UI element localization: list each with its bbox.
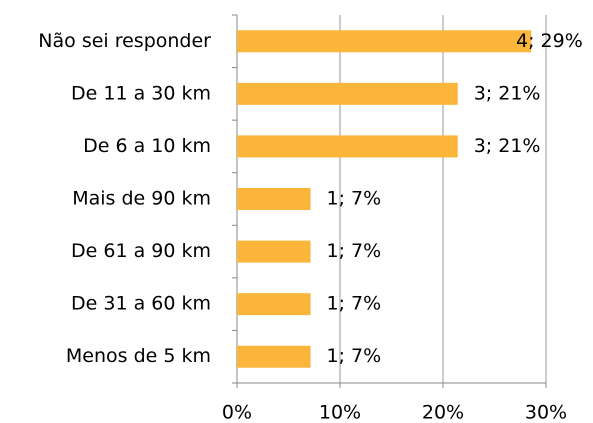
x-tick-label: 0% (222, 402, 252, 423)
data-label: 3; 21% (474, 82, 541, 104)
y-tick-label: De 11 a 30 km (71, 82, 211, 104)
data-label: 1; 7% (327, 188, 382, 210)
x-tick-label: 20% (422, 402, 464, 423)
x-tick-label: 10% (319, 402, 361, 423)
bar (237, 82, 458, 105)
y-tick-label: De 31 a 60 km (71, 293, 211, 315)
data-label: 1; 7% (327, 240, 382, 262)
data-label: 1; 7% (327, 293, 382, 315)
y-tick-label: De 61 a 90 km (71, 240, 211, 262)
bar (237, 30, 532, 53)
bar (237, 135, 458, 158)
bar (237, 293, 311, 316)
x-tick-label: 30% (525, 402, 567, 423)
data-label: 1; 7% (327, 345, 382, 367)
y-tick-label: Menos de 5 km (66, 345, 211, 367)
bar (237, 240, 311, 263)
y-tick-label: De 6 a 10 km (83, 135, 211, 157)
bar (237, 345, 311, 368)
data-label: 3; 21% (474, 135, 541, 157)
data-label: 4; 29% (516, 30, 583, 52)
y-tick-label: Não sei responder (38, 30, 211, 52)
bar (237, 188, 311, 210)
y-tick-label: Mais de 90 km (72, 188, 211, 210)
